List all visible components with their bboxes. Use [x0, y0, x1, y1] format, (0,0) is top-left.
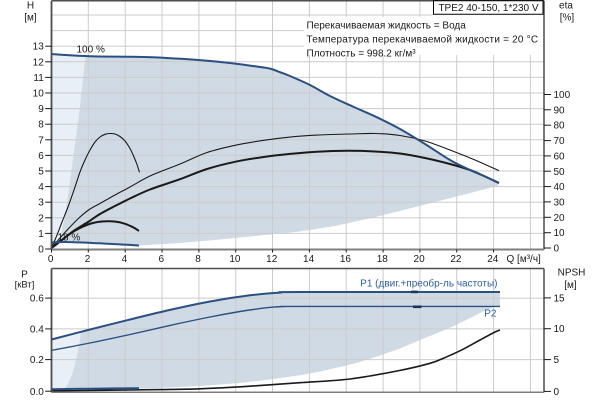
svg-text:22: 22	[450, 254, 462, 265]
svg-text:10: 10	[554, 324, 566, 335]
svg-text:15: 15	[554, 293, 566, 304]
svg-text:40: 40	[554, 182, 566, 193]
svg-text:8: 8	[195, 254, 201, 265]
svg-text:0: 0	[38, 245, 44, 256]
svg-text:TPE2 40-150, 1*230 V: TPE2 40-150, 1*230 V	[438, 3, 538, 14]
svg-text:90: 90	[554, 105, 566, 116]
svg-text:13: 13	[33, 42, 45, 53]
svg-text:2: 2	[85, 254, 91, 265]
svg-text:12: 12	[33, 57, 45, 68]
svg-text:eta: eta	[559, 1, 573, 12]
svg-text:0: 0	[554, 244, 560, 255]
svg-text:[м]: [м]	[564, 280, 577, 291]
svg-text:10: 10	[33, 89, 45, 100]
svg-text:8: 8	[38, 120, 44, 131]
svg-text:2: 2	[38, 213, 44, 224]
svg-text:24: 24	[487, 254, 499, 265]
svg-text:10: 10	[229, 254, 241, 265]
svg-text:Перекачиваемая жидкость = Вода: Перекачиваемая жидкость = Вода	[307, 21, 467, 32]
svg-text:Q [м³/ч]: Q [м³/ч]	[507, 254, 542, 265]
svg-text:5: 5	[554, 355, 560, 366]
svg-text:3: 3	[38, 198, 44, 209]
svg-text:0.2: 0.2	[30, 355, 44, 366]
svg-text:P2: P2	[484, 309, 497, 320]
svg-text:10: 10	[554, 228, 566, 239]
svg-text:0: 0	[48, 254, 54, 265]
svg-text:5: 5	[38, 167, 44, 178]
svg-text:9: 9	[38, 104, 44, 115]
svg-text:[%]: [%]	[560, 13, 575, 24]
svg-text:P: P	[21, 270, 28, 281]
svg-text:NPSH: NPSH	[558, 268, 586, 279]
svg-text:Плотность = 998.2 кг/м³: Плотность = 998.2 кг/м³	[307, 49, 417, 60]
svg-text:100 %: 100 %	[77, 45, 105, 56]
svg-text:4: 4	[122, 254, 128, 265]
svg-text:H: H	[27, 1, 34, 12]
svg-text:30: 30	[554, 197, 566, 208]
svg-text:18 %: 18 %	[58, 233, 81, 244]
svg-text:20: 20	[414, 254, 426, 265]
svg-text:0.6: 0.6	[30, 294, 44, 305]
svg-text:70: 70	[554, 136, 566, 147]
svg-text:6: 6	[158, 254, 164, 265]
svg-text:0.4: 0.4	[30, 324, 44, 335]
svg-text:14: 14	[303, 254, 315, 265]
svg-text:0.0: 0.0	[30, 387, 44, 398]
svg-text:1: 1	[38, 229, 44, 240]
svg-text:16: 16	[340, 254, 352, 265]
svg-text:4: 4	[38, 182, 44, 193]
svg-text:[кВт]: [кВт]	[15, 280, 35, 291]
svg-text:100: 100	[554, 90, 571, 101]
svg-text:Температура перекачиваемой жид: Температура перекачиваемой жидкости = 20…	[307, 35, 539, 46]
svg-text:7: 7	[38, 135, 44, 146]
svg-text:80: 80	[554, 121, 566, 132]
svg-text:60: 60	[554, 151, 566, 162]
svg-text:6: 6	[38, 151, 44, 162]
svg-text:0: 0	[554, 387, 560, 398]
svg-text:11: 11	[33, 73, 44, 84]
svg-text:P1 (двиг.+преобр-ль частоты): P1 (двиг.+преобр-ль частоты)	[360, 278, 497, 290]
svg-text:50: 50	[554, 167, 566, 178]
svg-text:18: 18	[377, 254, 389, 265]
svg-text:20: 20	[554, 213, 566, 224]
svg-text:12: 12	[266, 254, 278, 265]
svg-text:[м]: [м]	[24, 13, 37, 24]
